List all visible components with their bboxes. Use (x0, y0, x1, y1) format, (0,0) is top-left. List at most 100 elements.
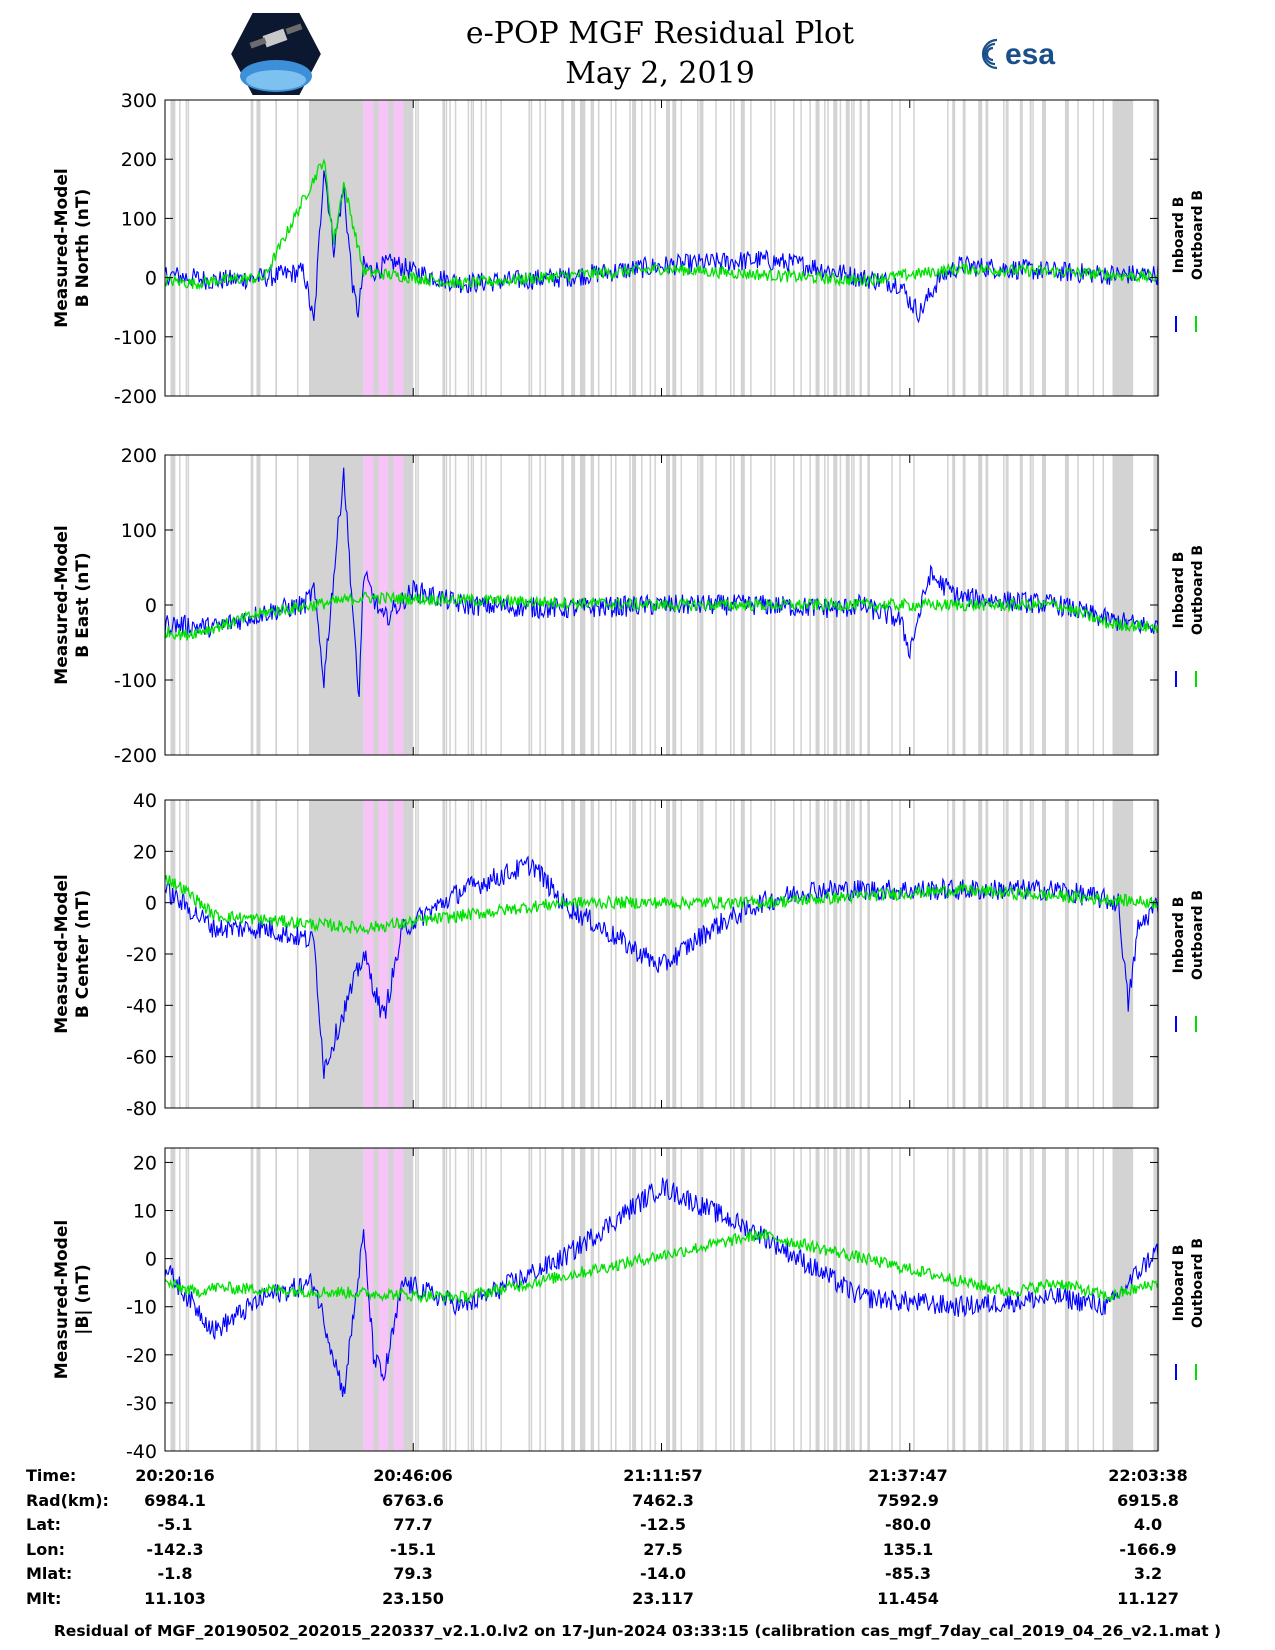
data-gap-band (1019, 1148, 1022, 1451)
data-gap-band (891, 100, 893, 396)
flag-band (378, 1148, 389, 1451)
data-gap-band (845, 100, 850, 396)
y-tick-label: -20 (126, 1345, 157, 1367)
data-gap-band (1113, 1148, 1134, 1451)
data-gap-band (592, 800, 594, 1108)
data-gap-band (610, 800, 613, 1108)
ephemeris-value: 79.3 (393, 1564, 433, 1583)
data-gap-band (851, 1148, 853, 1451)
data-gap-band (592, 1148, 594, 1451)
legend: Inboard B Outboard B (1171, 545, 1206, 635)
legend-inboard-label: Inboard B (1171, 197, 1187, 274)
data-gap-band (615, 1148, 617, 1451)
data-gap-band (649, 1148, 652, 1451)
data-gap-band (649, 100, 652, 396)
data-gap-band (680, 100, 683, 396)
data-gap-band (1113, 455, 1134, 755)
data-gap-band (899, 800, 901, 1108)
data-gap-band (467, 100, 470, 396)
ephemeris-value: 23.117 (632, 1588, 694, 1608)
ephemeris-value: 23.150 (382, 1588, 444, 1608)
data-gap-band (571, 100, 576, 396)
data-gap-band (467, 800, 470, 1108)
data-gap-band (800, 800, 802, 1108)
outboard-series-line (164, 1229, 1159, 1305)
data-gap-band (800, 455, 802, 755)
data-gap-band (592, 455, 594, 755)
data-gap-band (561, 100, 563, 396)
data-gap-band (368, 100, 414, 396)
data-gap-band (629, 455, 631, 755)
data-gap-band (654, 1148, 656, 1451)
y-tick-label: -40 (126, 1441, 157, 1463)
data-gap-band (368, 1148, 414, 1451)
data-gap-band (610, 1148, 613, 1451)
data-gap-band (275, 455, 277, 755)
y-tick-label: 20 (133, 1152, 157, 1174)
data-gap-band (590, 100, 593, 396)
data-gap-band (530, 1148, 533, 1451)
y-tick-label: -200 (114, 386, 157, 408)
data-gap-band (809, 100, 811, 396)
data-gap-band (472, 1148, 475, 1451)
ephemeris-value: 6984.1 (144, 1490, 206, 1510)
data-gap-band (1092, 100, 1095, 396)
data-gap-band (454, 100, 457, 396)
data-gap-band (1064, 455, 1069, 755)
data-gap-band (1041, 800, 1046, 1108)
data-gap-band (256, 100, 261, 396)
data-gap-band (1112, 800, 1115, 1108)
data-gap-band (579, 100, 582, 396)
data-gap-band (774, 1148, 776, 1451)
data-gap-band (1112, 100, 1115, 396)
data-gap-band (179, 100, 181, 396)
data-gap-band (839, 100, 842, 396)
data-gap-band (1007, 100, 1009, 396)
ephemeris-value: 20:20:16 (135, 1466, 215, 1485)
data-gap-band (953, 800, 956, 1108)
data-gap-band (1003, 100, 1005, 396)
inboard-series-line (164, 855, 1159, 1079)
data-gap-band (472, 100, 475, 396)
data-gap-band (978, 800, 983, 1108)
flag-band (363, 100, 374, 396)
footer-text: Residual of MGF_20190502_202015_220337_v… (53, 1622, 1222, 1640)
data-gap-band (454, 800, 457, 1108)
data-gap-band (833, 800, 838, 1108)
ephemeris-value: -142.3 (146, 1539, 204, 1559)
data-gap-band (629, 1148, 631, 1451)
data-gap-band (891, 455, 893, 755)
data-gap-band (250, 1148, 253, 1451)
data-gap-band (580, 800, 585, 1108)
data-gap-band (544, 1148, 547, 1451)
data-gap-band (173, 800, 176, 1108)
data-gap-band (699, 1148, 704, 1451)
data-gap-band (485, 100, 487, 396)
data-gap-band (251, 100, 254, 396)
data-gap-band (827, 100, 829, 396)
y-tick-label: 300 (121, 90, 157, 112)
data-gap-band (500, 100, 502, 396)
data-gap-band (539, 100, 541, 396)
data-gap-band (839, 800, 842, 1108)
data-gap-band (867, 1148, 869, 1451)
data-gap-band (256, 455, 261, 755)
ephemeris-value: 7592.9 (877, 1490, 939, 1510)
data-gap-band (185, 455, 188, 755)
data-gap-band (539, 1148, 541, 1451)
data-gap-band (680, 800, 683, 1108)
data-gap-band (1092, 455, 1095, 755)
data-gap-band (632, 1148, 637, 1451)
data-gap-band (1102, 100, 1104, 396)
data-gap-band (629, 100, 631, 396)
data-gap-band (1112, 455, 1115, 755)
data-gap-band (740, 1148, 745, 1451)
ephemeris-value: 21:37:47 (868, 1466, 948, 1485)
data-gap-band (1153, 1148, 1155, 1451)
data-gap-band (964, 1148, 966, 1451)
mission-logo-icon (228, 11, 324, 97)
data-gap-band (296, 800, 299, 1108)
y-tick-label: -100 (114, 327, 157, 349)
data-gap-band (170, 100, 175, 396)
y-axis-label-line: B North (nT) (73, 189, 93, 308)
